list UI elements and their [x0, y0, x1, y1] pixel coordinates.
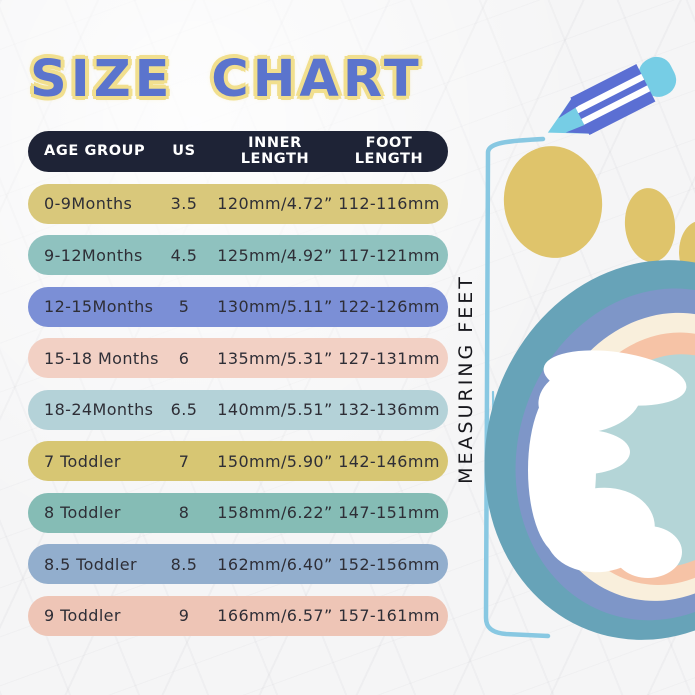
pencil-icon: [547, 56, 677, 136]
table-row: 0-9Months 3.5 120mm/4.72” 112-116mm: [28, 183, 448, 224]
foot-length-cell: 112-116mm: [338, 194, 440, 213]
header-inner-length: INNER LENGTH: [240, 135, 310, 167]
age-group-cell: 18-24Months: [44, 400, 154, 419]
inner-length-cell: 140mm/5.51”: [217, 400, 333, 419]
table-row: 18-24Months 6.5 140mm/5.51” 132-136mm: [28, 389, 448, 430]
us-size-cell: 7: [178, 451, 190, 471]
inner-length-cell: 166mm/6.57”: [217, 606, 333, 625]
age-group-cell: 0-9Months: [44, 194, 133, 213]
age-group-cell: 7 Toddler: [44, 451, 121, 471]
us-size-cell: 5: [178, 297, 190, 316]
foot-length-cell: 147-151mm: [338, 503, 440, 522]
table-row: 9-12Months 4.5 125mm/4.92” 117-121mm: [28, 235, 448, 275]
inner-length-cell: 135mm/5.31”: [217, 348, 333, 368]
table-row: 15-18 Months 6 135mm/5.31” 127-131mm: [28, 338, 448, 378]
header-foot-length: FOOT LENGTH: [354, 135, 424, 167]
foot-length-cell: 127-131mm: [338, 348, 440, 368]
inner-length-cell: 158mm/6.22”: [217, 503, 333, 522]
table-row: 7 Toddler 7 150mm/5.90” 142-146mm: [28, 441, 448, 481]
page-title: SIZE CHART: [30, 50, 423, 109]
us-size-cell: 9: [178, 606, 190, 625]
table-row: 8 Toddler 8 158mm/6.22” 147-151mm: [28, 492, 448, 533]
foot-center-blob: [528, 350, 687, 578]
inner-length-cell: 130mm/5.11”: [217, 297, 333, 316]
table-row: 12-15Months 5 130mm/5.11” 122-126mm: [28, 286, 448, 327]
size-table: AGE GROUP US INNER LENGTH FOOT LENGTH 0-…: [28, 131, 448, 636]
age-group-cell: 8.5 Toddler: [44, 554, 137, 574]
foot-length-cell: 122-126mm: [338, 297, 440, 316]
us-size-cell: 8: [178, 503, 190, 522]
foot-length-cell: 142-146mm: [338, 451, 440, 471]
measuring-feet-label: MEASURING FEET: [455, 274, 477, 484]
foot-length-cell: 157-161mm: [338, 606, 440, 625]
foot-length-cell: 132-136mm: [338, 400, 440, 419]
inner-length-cell: 120mm/4.72”: [217, 194, 333, 213]
table-row: 8.5 Toddler 8.5 162mm/6.40” 152-156mm: [28, 544, 448, 584]
us-size-cell: 8.5: [170, 554, 198, 574]
age-group-cell: 9-12Months: [44, 245, 143, 265]
foot-toes: [503, 146, 695, 283]
header-age-group: AGE GROUP: [44, 142, 146, 159]
age-group-cell: 15-18 Months: [44, 348, 159, 368]
us-size-cell: 6: [178, 348, 190, 368]
us-size-cell: 3.5: [170, 194, 198, 213]
age-group-cell: 8 Toddler: [44, 503, 121, 522]
header-us-size: US: [172, 142, 196, 159]
inner-length-cell: 150mm/5.90”: [217, 451, 333, 471]
us-size-cell: 4.5: [170, 245, 198, 265]
age-group-cell: 12-15Months: [44, 297, 154, 316]
us-size-cell: 6.5: [170, 400, 198, 419]
age-group-cell: 9 Toddler: [44, 606, 121, 625]
table-row: 9 Toddler 9 166mm/6.57” 157-161mm: [28, 595, 448, 636]
measuring-bracket: [483, 136, 551, 639]
inner-length-cell: 125mm/4.92”: [217, 245, 333, 265]
table-header: AGE GROUP US INNER LENGTH FOOT LENGTH: [28, 131, 448, 172]
foot-length-cell: 117-121mm: [338, 245, 440, 265]
inner-length-cell: 162mm/6.40”: [217, 554, 333, 574]
foot-length-cell: 152-156mm: [338, 554, 440, 574]
table-rows: 0-9Months 3.5 120mm/4.72” 112-116mm 9-12Mont…: [28, 183, 448, 636]
